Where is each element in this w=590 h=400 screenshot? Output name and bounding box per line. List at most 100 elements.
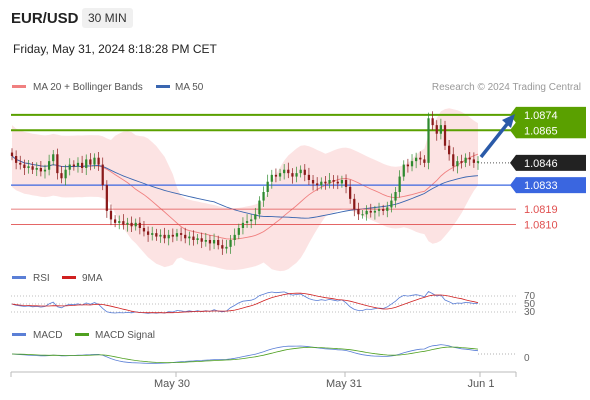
candle-body <box>93 157 96 165</box>
candle-body <box>291 173 294 177</box>
candle-body <box>241 222 245 228</box>
macd-signal-line <box>11 346 479 364</box>
candle-body <box>43 169 47 172</box>
price-levels: 1.0874 1.0865 1.0846 1.0833 1.0819 1.0810 <box>11 106 586 232</box>
candle-body <box>47 161 51 170</box>
candle-body <box>196 238 199 240</box>
rsi-legend-swatch <box>12 276 26 279</box>
candle-body <box>229 240 232 247</box>
candle-body <box>266 181 269 192</box>
candle-body <box>316 183 319 186</box>
candle-body <box>456 161 459 167</box>
candle-body <box>97 157 100 165</box>
candle-body <box>23 164 26 168</box>
candle-body <box>295 173 298 177</box>
candle-body <box>460 161 463 163</box>
price-legend: MA 20 + Bollinger Bands MA 50 Research ©… <box>12 82 581 93</box>
candle-body <box>72 164 75 167</box>
rsi-tick-30: 30 <box>524 307 536 318</box>
level-1-0846-label: 1.0846 <box>524 158 558 170</box>
candle-body <box>118 221 121 223</box>
macd-signal-legend-swatch <box>75 333 89 336</box>
macd-legend-label: MACD <box>33 330 62 341</box>
candle-body <box>155 233 158 237</box>
candle-body <box>208 240 212 244</box>
research-credit: Research © 2024 Trading Central <box>432 82 581 93</box>
candle-body <box>179 233 183 235</box>
candle-body <box>122 221 125 225</box>
timeframe-badge[interactable]: 30 MIN <box>82 8 133 28</box>
candle-body <box>311 180 315 184</box>
x-tick-may31: May 31 <box>326 378 362 390</box>
candle-body <box>373 210 377 213</box>
candle-body <box>472 159 476 163</box>
candle-body <box>448 145 451 155</box>
forecast-arrow-shaft <box>479 121 510 159</box>
level-1-0874-label: 1.0874 <box>524 110 558 122</box>
candle-body <box>303 169 306 175</box>
candle-body <box>402 164 405 177</box>
macd-legend-swatch <box>12 333 26 336</box>
candle-body <box>204 240 207 242</box>
candle-body <box>328 180 331 184</box>
candle-body <box>151 233 154 235</box>
candle-body <box>344 180 348 187</box>
macd-legend: MACD MACD Signal <box>12 330 155 341</box>
candle-body <box>31 166 34 170</box>
forecast-arrow-head <box>502 114 515 128</box>
candle-body <box>64 169 67 179</box>
macd-tick-0: 0 <box>524 353 530 364</box>
candle-body <box>80 162 84 168</box>
candle-body <box>439 125 443 134</box>
candle-body <box>278 173 282 177</box>
datetime-label: Friday, May 31, 2024 8:18:28 PM CET <box>13 42 217 56</box>
candle-body <box>35 168 38 170</box>
candle-body <box>431 118 434 126</box>
macd-signal-legend-label: MACD Signal <box>95 330 155 341</box>
ma20-legend-swatch <box>12 85 26 88</box>
level-1-0810-label: 1.0810 <box>524 220 558 232</box>
candle-body <box>19 162 22 165</box>
candle-body <box>10 152 14 156</box>
candle-body <box>146 231 150 235</box>
candle-body <box>415 157 418 162</box>
candle-body <box>184 234 187 239</box>
level-1-0865-badge <box>516 122 586 139</box>
level-1-0833-badge <box>516 177 586 194</box>
ma50-line <box>11 155 479 219</box>
candle-body <box>159 234 162 237</box>
candle-body <box>324 181 327 184</box>
candle-body <box>250 219 253 222</box>
candle-body <box>382 209 385 211</box>
rsi-line <box>11 290 479 314</box>
candle-body <box>138 222 141 228</box>
level-1-0846-badge <box>516 154 586 171</box>
candle-body <box>419 157 422 160</box>
rsi-panel: 70 50 30 <box>11 290 536 318</box>
candle-body <box>109 210 113 220</box>
candle-body <box>274 174 278 177</box>
candle-body <box>163 234 166 239</box>
candle-body <box>237 228 240 235</box>
rsi-tick-50: 50 <box>524 299 536 310</box>
candle-body <box>142 228 146 232</box>
level-1-0846-badge-pointer <box>510 154 516 171</box>
candle-body <box>340 180 344 184</box>
rsi-ma9-line <box>11 292 479 314</box>
rsi-legend: RSI 9MA <box>12 273 103 284</box>
candle-body <box>56 154 59 174</box>
candle-body <box>349 186 352 199</box>
candle-body <box>85 159 88 168</box>
candle-body <box>336 181 339 184</box>
candle-body <box>221 245 224 249</box>
candle-body <box>171 234 174 237</box>
candle-body <box>105 185 108 211</box>
candle-body <box>398 176 401 192</box>
candle-body <box>287 169 290 174</box>
ma50-legend-label: MA 50 <box>175 82 204 93</box>
candles <box>10 111 480 255</box>
level-1-0833-label: 1.0833 <box>524 180 558 192</box>
ma9-legend-label: 9MA <box>82 273 103 284</box>
candle-body <box>386 207 389 211</box>
